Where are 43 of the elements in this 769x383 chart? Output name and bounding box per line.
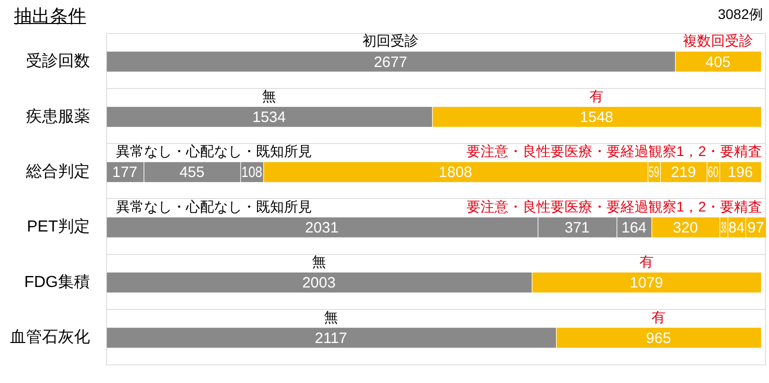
annotation: 初回受診 xyxy=(362,32,419,49)
annotation: 要注意・良性要医療・要経過観察1，2・要精査 xyxy=(466,143,762,160)
data-label: 196 xyxy=(728,164,753,182)
data-label: 97 xyxy=(747,219,764,236)
annotation: 異常なし・心配なし・既知所見 xyxy=(116,143,312,160)
text: 3082例 xyxy=(718,6,763,24)
chart-title: 抽出条件 xyxy=(14,5,86,28)
y-tick-label: 疾患服薬 xyxy=(26,107,90,126)
data-label: 164 xyxy=(621,219,647,236)
annotation: 有 xyxy=(590,88,604,104)
annotation: 無 xyxy=(324,308,338,325)
y-tick-label: 総合判定 xyxy=(25,162,90,180)
y-tick-label: 血管石灰化 xyxy=(10,329,90,346)
data-label: 1548 xyxy=(580,108,614,126)
data-label: 108 xyxy=(241,163,263,180)
data-label: 371 xyxy=(564,219,590,236)
annotation: 有 xyxy=(652,308,666,325)
annotation: 複数回受診 xyxy=(683,32,754,49)
data-label: 2031 xyxy=(305,219,339,236)
data-label: 1808 xyxy=(438,164,472,182)
annotation: 要注意・良性要医療・要経過観察1，2・要精査 xyxy=(466,198,762,214)
data-label: 455 xyxy=(179,164,204,182)
y-tick-label: FDG集積 xyxy=(24,274,90,291)
data-label: 320 xyxy=(672,219,698,236)
data-label: 84 xyxy=(728,220,744,237)
y-tick-label: 受診回数 xyxy=(26,52,90,70)
data-label: 60 xyxy=(708,164,718,181)
data-label: 219 xyxy=(670,164,696,182)
annotation: 無 xyxy=(312,254,326,270)
data-label: 2677 xyxy=(374,54,408,71)
data-label: 177 xyxy=(112,164,138,182)
annotation: 異常なし・心配なし・既知所見 xyxy=(116,198,312,214)
data-label: 38 xyxy=(720,220,727,236)
data-label: 2003 xyxy=(302,274,336,292)
data-label: 1534 xyxy=(252,108,286,126)
data-label: 405 xyxy=(706,54,731,71)
data-label: 1079 xyxy=(630,274,664,292)
data-label: 2117 xyxy=(314,330,348,347)
data-label: 965 xyxy=(646,330,672,347)
y-tick-label: PET判定 xyxy=(26,218,90,236)
data-label: 59 xyxy=(648,164,660,181)
annotation: 有 xyxy=(639,254,654,270)
annotation: 無 xyxy=(262,88,276,104)
